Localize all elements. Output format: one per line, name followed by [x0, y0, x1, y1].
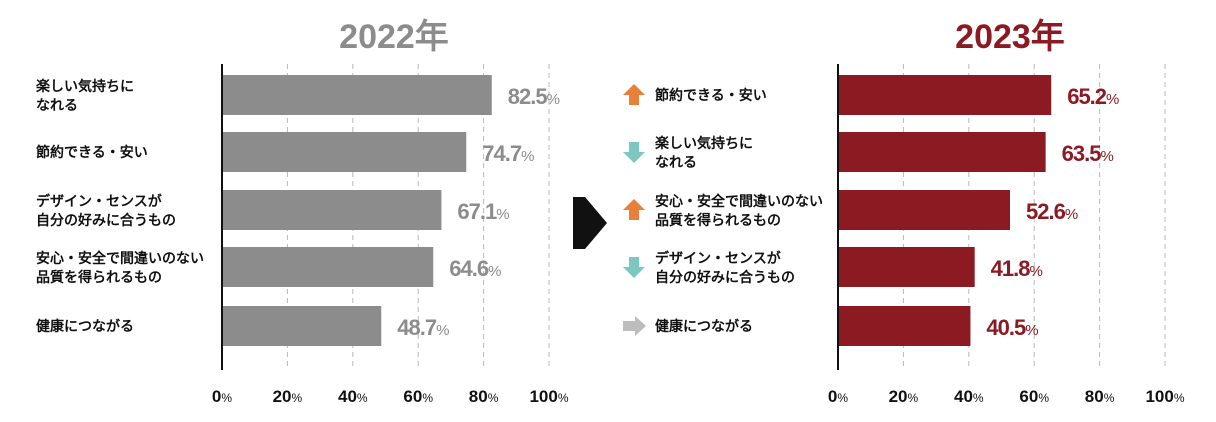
data-label: 52.6% — [1026, 199, 1078, 224]
bar — [838, 132, 1046, 172]
tick-label: 100% — [1145, 387, 1184, 406]
category-label: 節約できる・安い — [655, 87, 767, 104]
data-label: 64.6% — [449, 256, 501, 281]
arrow-down-icon — [623, 142, 645, 163]
chart-1: 2022年 82.5% 楽しい気持ちになれる 74.7% 節約できる・安い 67.1% デザ… — [35, 18, 569, 406]
data-label: 48.7% — [397, 315, 449, 340]
tick-label: 20% — [273, 387, 303, 406]
data-label: 63.5% — [1062, 141, 1114, 166]
chevron-right-icon — [573, 197, 607, 249]
category-label: 楽しい気持ちになれる — [35, 78, 134, 114]
bar — [222, 247, 434, 287]
tick-label: 80% — [1085, 387, 1115, 406]
category-label: 安心・安全で間違いのない品質を得られるもの — [655, 193, 823, 229]
tick-label: 40% — [338, 387, 368, 406]
chart-title: 2022年 — [339, 18, 449, 56]
category-label: デザイン・センスが自分の好みに合うもの — [36, 193, 176, 229]
bar — [838, 306, 971, 346]
tick-label: 60% — [1019, 387, 1049, 406]
arrow-right-icon — [623, 316, 646, 336]
category-label: 楽しい気持ちになれる — [654, 135, 753, 171]
tick-label: 40% — [954, 387, 984, 406]
tick-label: 60% — [403, 387, 433, 406]
data-label: 67.1% — [457, 199, 509, 224]
data-label: 41.8% — [991, 256, 1043, 281]
data-label: 40.5% — [986, 315, 1038, 340]
bar — [838, 247, 975, 287]
bar — [838, 190, 1011, 230]
category-label: 節約できる・安い — [36, 144, 148, 161]
chart-2: 2023年 65.2% 節約できる・安い 63.5% 楽しい気持ちになれる 52.6% 安心… — [623, 18, 1185, 406]
bar — [222, 132, 467, 172]
tick-label: 80% — [469, 387, 499, 406]
tick-label: 100% — [529, 387, 568, 406]
category-label: 健康につながる — [655, 318, 753, 335]
bar — [222, 306, 382, 346]
bar — [222, 75, 492, 115]
arrow-up-icon — [623, 84, 645, 105]
bar — [222, 190, 442, 230]
data-label: 74.7% — [482, 141, 534, 166]
bar — [838, 75, 1052, 115]
chart-title: 2023年 — [955, 18, 1065, 56]
category-label: デザイン・センスが自分の好みに合うもの — [655, 250, 795, 286]
tick-label: 0% — [212, 387, 232, 406]
tick-label: 0% — [828, 387, 848, 406]
category-label: 安心・安全で間違いのない品質を得られるもの — [36, 250, 204, 286]
data-label: 82.5% — [508, 84, 560, 109]
category-label: 健康につながる — [36, 318, 134, 335]
arrow-up-icon — [623, 199, 645, 220]
data-label: 65.2% — [1067, 84, 1119, 109]
tick-label: 20% — [889, 387, 919, 406]
arrow-down-icon — [623, 257, 645, 278]
